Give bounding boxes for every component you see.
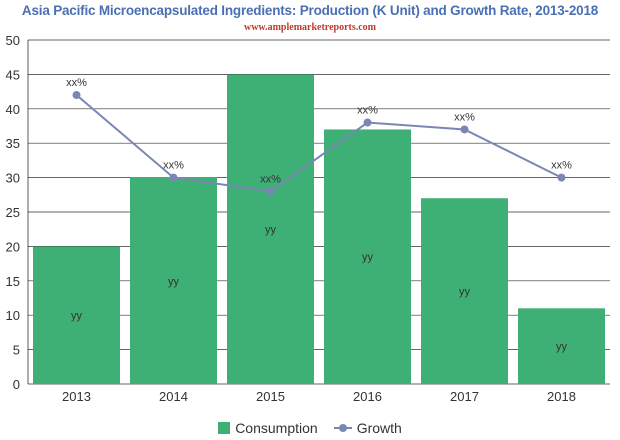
consumption-bar	[421, 198, 508, 384]
growth-point	[169, 173, 178, 182]
consumption-bar	[324, 129, 411, 384]
y-tick-label: 10	[6, 308, 20, 323]
growth-line-marker-icon	[333, 422, 352, 434]
y-tick-label: 40	[6, 102, 20, 117]
growth-point-label: xx%	[551, 160, 572, 172]
consumption-bar-label: yy	[459, 286, 471, 298]
y-tick-label: 45	[6, 67, 20, 82]
y-tick-label: 50	[6, 33, 20, 48]
y-tick-label: 30	[6, 171, 20, 186]
growth-point-label: xx%	[260, 173, 281, 185]
bar-series: yy yy yy yy yy yy	[33, 74, 605, 385]
y-tick-label: 20	[6, 239, 20, 254]
y-tick-label: 35	[6, 136, 20, 151]
y-tick-label: 0	[13, 377, 20, 392]
consumption-bar-label: yy	[168, 276, 180, 288]
consumption-swatch-icon	[218, 422, 231, 434]
growth-point	[266, 187, 275, 196]
consumption-bar-label: yy	[71, 310, 83, 322]
x-tick-label: 2018	[547, 389, 576, 404]
axes: 0 5 10 15 20 25 30 35 40 45 50 2013 2014 2015 2016 2017…	[6, 33, 576, 404]
consumption-bar-label: yy	[556, 341, 568, 353]
consumption-bar	[33, 246, 120, 384]
growth-point-label: xx%	[66, 77, 87, 89]
legend-item-growth[interactable]: Growth	[333, 420, 402, 436]
growth-point-label: xx%	[454, 111, 475, 123]
legend-item-consumption[interactable]: Consumption	[218, 420, 318, 436]
grid-lines	[28, 39, 610, 385]
consumption-bar	[518, 308, 605, 384]
chart-title: Asia Pacific Microencapsulated Ingredien…	[21, 3, 599, 18]
legend-label-consumption: Consumption	[235, 420, 318, 436]
x-tick-label: 2014	[159, 389, 188, 404]
y-tick-label: 25	[6, 205, 20, 220]
x-tick-label: 2015	[256, 389, 285, 404]
y-tick-label: 15	[6, 274, 20, 289]
growth-point	[557, 173, 566, 182]
legend: Consumption Growth	[0, 420, 620, 436]
growth-point-label: xx%	[163, 160, 184, 172]
consumption-bar	[227, 74, 314, 385]
chart-subtitle: www.amplemarketreports.com	[243, 22, 376, 33]
growth-point-label: xx%	[357, 105, 378, 117]
consumption-bar-label: yy	[362, 252, 374, 264]
consumption-bar	[130, 177, 217, 384]
growth-point	[72, 91, 81, 100]
growth-point	[363, 118, 372, 127]
y-tick-label: 5	[13, 343, 20, 358]
x-tick-label: 2013	[62, 389, 91, 404]
x-tick-label: 2016	[353, 389, 382, 404]
legend-label-growth: Growth	[356, 420, 402, 436]
growth-point	[460, 125, 469, 134]
consumption-bar-label: yy	[265, 224, 277, 236]
x-tick-label: 2017	[450, 389, 479, 404]
growth-line-series: xx% xx% xx% xx% xx% xx%	[66, 77, 572, 196]
growth-line	[75, 94, 562, 193]
